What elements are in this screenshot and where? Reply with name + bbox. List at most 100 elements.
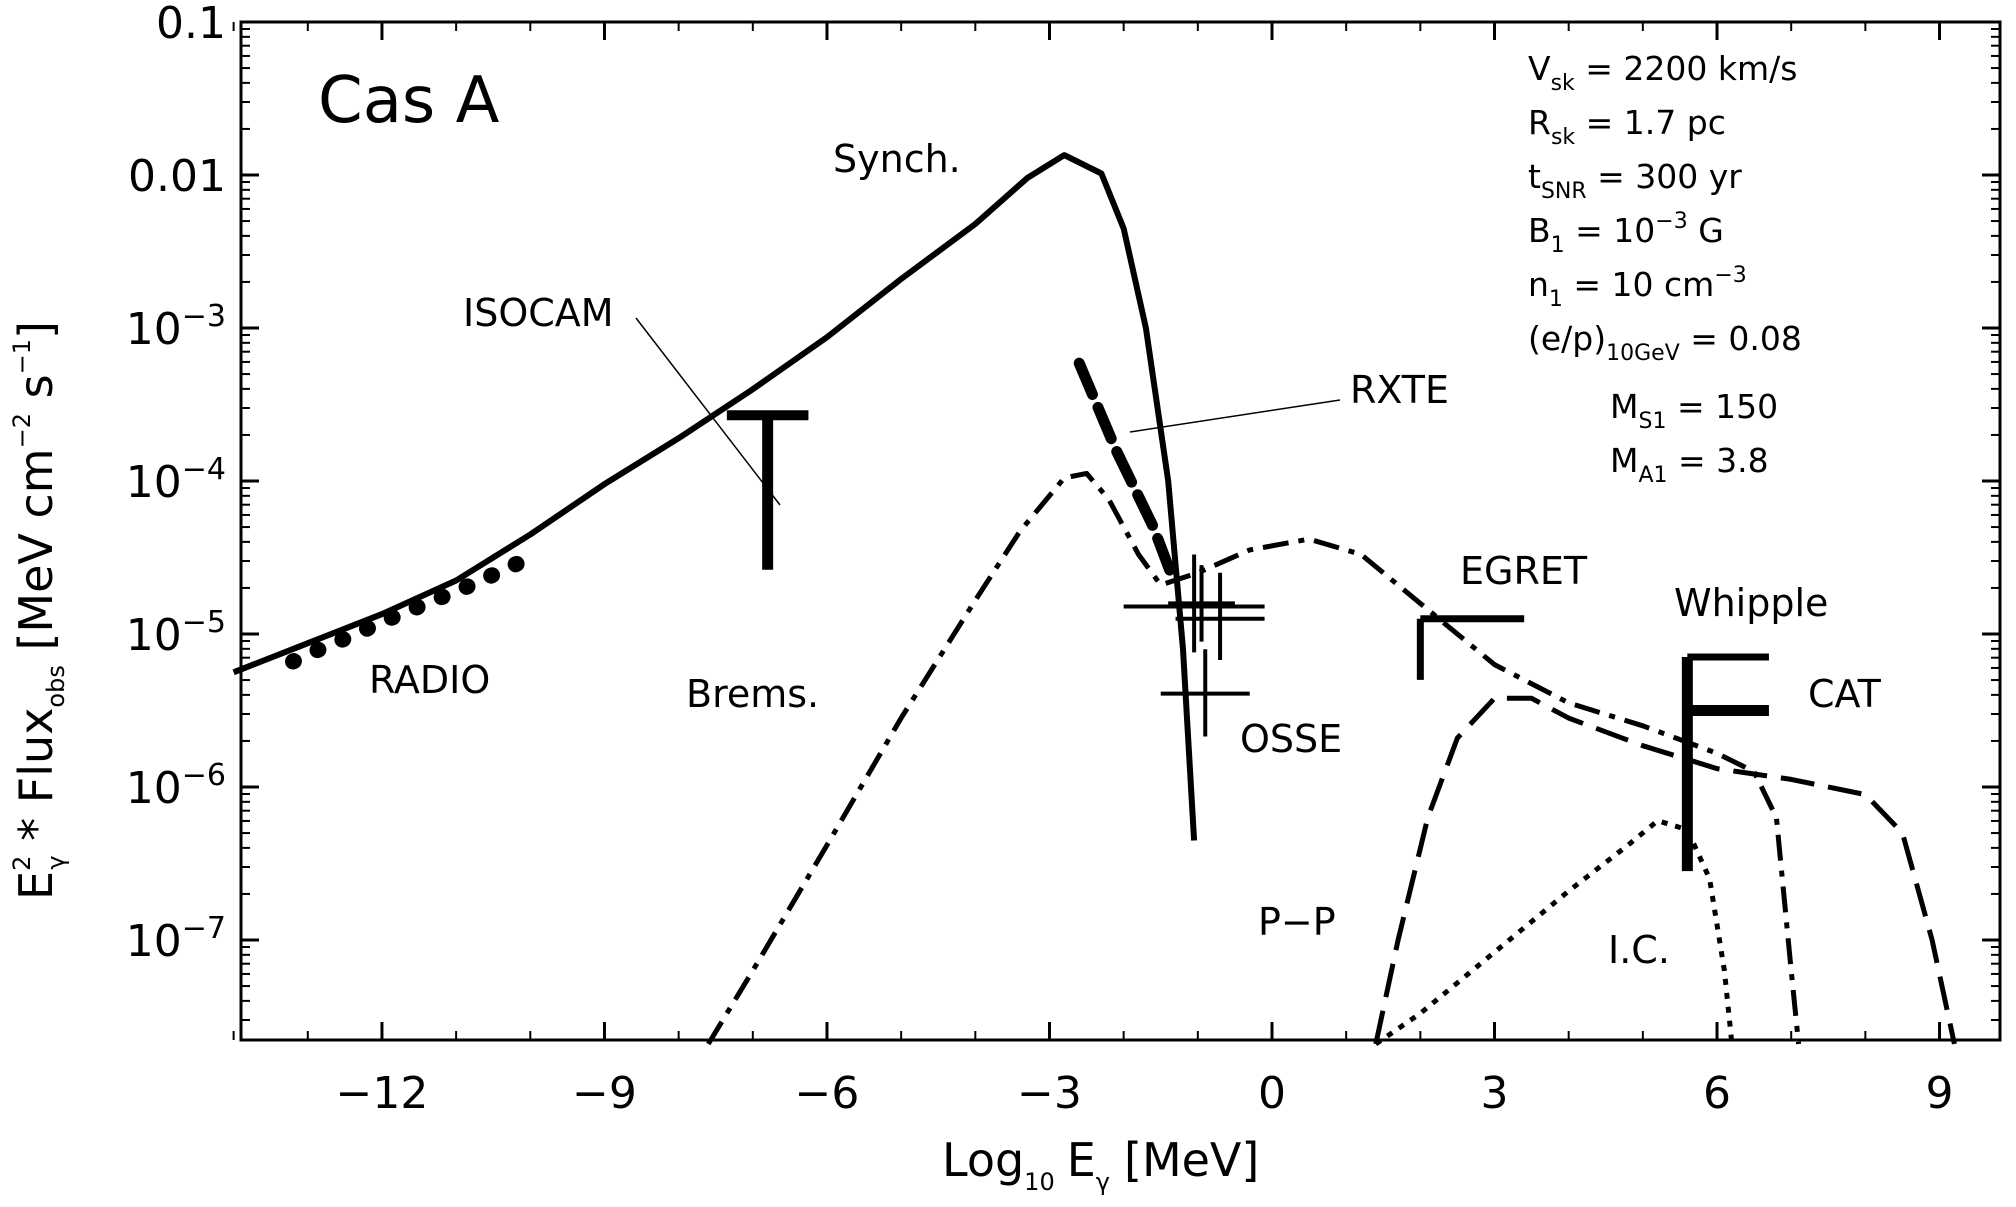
plot-frame — [239, 20, 2002, 1042]
x-axis-unit: [MeV] — [1124, 1133, 1259, 1187]
param-value: = 3.8 — [1668, 441, 1769, 480]
x-axis-var: E — [1067, 1133, 1096, 1187]
parameter-list: Vsk = 2200 km/s Rsk = 1.7 pc tSNR = 300 yr… — [1528, 49, 1802, 488]
label-whipple: Whipple — [1674, 581, 1828, 625]
y-axis-s-exp: −1 — [8, 339, 36, 374]
y-tick-base: 10 — [126, 763, 182, 814]
y-tick-base: 10 — [126, 304, 182, 355]
param-sup: −3 — [1714, 263, 1746, 288]
param-value: = 1.7 pc — [1575, 103, 1726, 142]
label-cat: CAT — [1808, 672, 1882, 716]
y-tick-label: 0.1 — [156, 0, 226, 49]
series-synch — [232, 152, 1198, 841]
x-tick-label: 3 — [1481, 1068, 1509, 1119]
param-symbol: R — [1528, 103, 1551, 142]
param-sub: A1 — [1638, 463, 1667, 488]
param-tail: G — [1688, 211, 1724, 250]
series-i-c — [1374, 818, 1735, 1047]
y-tick-label: 10−3 — [126, 299, 226, 355]
x-axis-log: Log — [942, 1133, 1024, 1187]
x-axis-title: Log10 Eγ [MeV] — [942, 1133, 1259, 1196]
param-symbol: n — [1528, 265, 1549, 304]
label-pp: P−P — [1258, 900, 1336, 944]
y-tick-label: 0.01 — [128, 151, 226, 202]
param-value: = 0.08 — [1680, 319, 1802, 358]
y-axis-title: E2 γ * Fluxobs [MeV cm−2 s−1] — [8, 321, 70, 900]
series-p-p — [1373, 695, 1957, 1045]
y-axis-flux: * Flux — [9, 708, 63, 856]
x-tick-label: −9 — [572, 1068, 637, 1119]
param-sup: −3 — [1655, 209, 1687, 234]
radio-data — [285, 549, 539, 670]
param-value: = 300 yr — [1587, 157, 1743, 196]
y-tick-label: 10−4 — [126, 452, 226, 508]
param-value: = 10 cm — [1563, 265, 1714, 304]
y-axis-cm-exp: −2 — [8, 413, 36, 448]
isocam-leader — [635, 317, 781, 506]
y-tick-exp: −6 — [182, 758, 226, 793]
y-axis-close: ] — [9, 321, 63, 339]
param-symbol: B — [1528, 211, 1551, 250]
label-brems: Brems. — [686, 672, 819, 716]
y-tick-exp: −4 — [182, 452, 226, 487]
y-axis-unit: [MeV cm — [9, 448, 63, 665]
x-tick-label: 0 — [1258, 1068, 1286, 1119]
rxte-data — [1073, 357, 1178, 582]
y-axis-flux-sub: obs — [42, 665, 70, 707]
label-ic: I.C. — [1608, 928, 1670, 972]
label-synch: Synch. — [833, 137, 961, 181]
param-sub: sk — [1551, 71, 1575, 96]
label-osse: OSSE — [1240, 717, 1342, 761]
axis-ticks — [232, 20, 2000, 1040]
label-radio: RADIO — [369, 658, 490, 702]
y-tick-label: 10−5 — [126, 605, 226, 661]
y-tick-exp: −5 — [182, 605, 226, 640]
label-egret: EGRET — [1460, 549, 1588, 593]
param-sub: 1 — [1551, 233, 1565, 258]
x-tick-label: 9 — [1926, 1068, 1954, 1119]
y-tick-exp: −3 — [182, 299, 226, 334]
x-tick-label: −12 — [336, 1068, 429, 1119]
param-sub: 1 — [1549, 287, 1563, 312]
param-symbol: (e/p) — [1528, 319, 1606, 358]
x-tick-label: 6 — [1703, 1068, 1731, 1119]
y-tick-base: 10 — [126, 610, 182, 661]
parameter-row: n1 = 10 cm−3 — [1528, 263, 1747, 312]
y-axis-s: s — [9, 374, 63, 413]
parameter-row: tSNR = 300 yr — [1528, 157, 1742, 204]
model-curves — [232, 152, 1957, 1047]
parameter-row: (e/p)10GeV = 0.08 — [1528, 319, 1802, 366]
x-tick-label: −3 — [1017, 1068, 1082, 1119]
x-tick-labels: −12 −9 −6 −3 0 3 6 9 — [336, 1068, 1954, 1119]
parameter-row: Rsk = 1.7 pc — [1528, 103, 1726, 150]
param-symbol: V — [1528, 49, 1551, 88]
observations — [285, 357, 1769, 872]
param-sub: 10GeV — [1606, 341, 1680, 366]
param-sub: SNR — [1541, 179, 1587, 204]
x-tick-label: −6 — [795, 1068, 860, 1119]
y-axis-e-sub: γ — [42, 855, 70, 869]
param-value: = 10 — [1565, 211, 1656, 250]
y-tick-base: 10 — [126, 916, 182, 967]
parameter-row: B1 = 10−3 G — [1528, 209, 1724, 258]
y-tick-label: 10−6 — [126, 758, 226, 814]
parameter-row: MA1 = 3.8 — [1610, 441, 1769, 488]
label-isocam: ISOCAM — [463, 291, 614, 335]
y-tick-label: 10−7 — [126, 911, 226, 967]
param-symbol: M — [1610, 387, 1638, 426]
rxte-leader — [1129, 399, 1341, 433]
y-tick-base: 10 — [126, 457, 182, 508]
x-axis-log-sub: 10 — [1024, 1168, 1055, 1196]
param-symbol: t — [1528, 157, 1541, 196]
y-axis-e-sup: 2 — [8, 856, 36, 871]
param-value: = 150 — [1666, 387, 1778, 426]
param-sub: sk — [1551, 125, 1575, 150]
x-axis-var-sub: γ — [1096, 1168, 1110, 1196]
y-tick-exp: −7 — [182, 911, 226, 946]
series-brems — [706, 470, 1802, 1046]
param-value: = 2200 km/s — [1575, 49, 1798, 88]
y-axis-e: E — [9, 871, 63, 900]
chart-title: Cas A — [318, 64, 500, 138]
